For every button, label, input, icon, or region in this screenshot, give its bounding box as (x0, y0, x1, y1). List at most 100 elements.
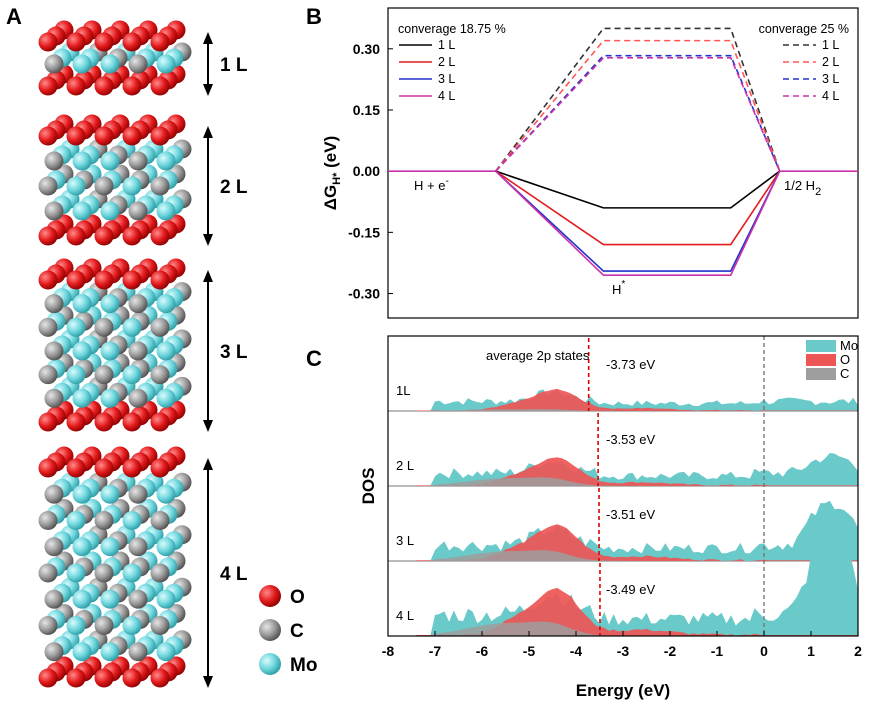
atom-c (94, 563, 114, 583)
legend-atom-label: C (290, 621, 304, 642)
arrow-head-up (203, 458, 213, 470)
atom-o (94, 76, 114, 96)
x-tick-label: -8 (382, 643, 395, 659)
atom-mo (122, 176, 142, 196)
annotation-left: H + e- (414, 176, 449, 193)
atom-o (66, 32, 86, 52)
y-tick-label: -0.30 (348, 286, 380, 302)
legend-right-label: 2 L (822, 55, 839, 69)
atom-o (66, 226, 86, 246)
x-tick-label: 2 (854, 643, 862, 659)
y-axis-label-sub: H* (331, 172, 343, 185)
panel-label-b: B (306, 4, 322, 29)
dashed-series-line (495, 54, 781, 172)
atom-mo (100, 201, 120, 221)
atom-o (150, 668, 170, 688)
atom-c (150, 511, 170, 530)
dos-area-c (416, 550, 858, 561)
dos-legend-label: C (840, 366, 849, 381)
atom-o (94, 458, 114, 478)
atom-o (66, 412, 86, 432)
layer-label: 1 L (220, 55, 248, 76)
panel-label-c: C (306, 346, 322, 371)
y-axis-label: DOS (359, 468, 378, 505)
atom-c (128, 341, 148, 361)
row-label: 3 L (396, 533, 414, 548)
atom-mo (66, 317, 86, 337)
atom-o (94, 32, 114, 52)
arrow-head-down (203, 676, 213, 688)
x-tick-label: -5 (523, 643, 536, 659)
atom-o (94, 226, 114, 246)
atom-mo (72, 642, 92, 662)
atom-o (150, 270, 170, 290)
atom-c (128, 54, 148, 74)
x-tick-label: -6 (476, 643, 489, 659)
atom-mo (156, 341, 176, 361)
dashed-series-line (495, 56, 781, 172)
layer-label: 3 L (220, 342, 248, 363)
center-value-label: -3.49 eV (606, 582, 655, 597)
atom-o (66, 458, 86, 478)
dos-legend-label: O (840, 352, 850, 367)
atom-c (150, 563, 170, 583)
atom-mo (122, 365, 142, 385)
legend-left-label: 1 L (438, 38, 455, 52)
legend-left-label: 4 L (438, 89, 455, 103)
atom-mo (156, 589, 176, 609)
atom-c (38, 365, 58, 385)
y-tick-label: -0.15 (348, 224, 380, 240)
atom-mo (122, 563, 142, 583)
atom-o (122, 412, 142, 432)
atom-o (122, 458, 142, 478)
annotation-right: 1/2 H2 (784, 178, 821, 198)
atom-mo (100, 589, 120, 609)
atom-c (38, 511, 58, 530)
atom-c (150, 365, 170, 385)
atom-mo (156, 537, 176, 557)
atom-legend: OC Mo (259, 585, 317, 676)
annotation-middle: H* (612, 279, 625, 297)
atom-o (122, 226, 142, 246)
atom-o (38, 668, 58, 688)
dos-area-c (416, 409, 858, 411)
atom-mo (72, 54, 92, 74)
atom-c (94, 616, 114, 635)
arrow-head-up (203, 32, 213, 44)
atom-mo (66, 365, 86, 385)
arrow-head-up (203, 126, 213, 138)
dos-area-o (416, 388, 858, 411)
structure-2l: 2 L (38, 114, 248, 246)
legend-right-label: 3 L (822, 72, 839, 86)
x-tick-label: -2 (664, 643, 677, 659)
dos-row-3: 3 L -3.51 eV (388, 488, 858, 562)
y-tick-label: 0.00 (353, 163, 380, 179)
arrow-head-down (203, 84, 213, 96)
atom-o (38, 458, 58, 478)
atom-o (150, 126, 170, 146)
dos-legend-swatch (806, 368, 836, 380)
atom-o (38, 76, 58, 96)
atom-mo (66, 511, 86, 530)
atom-c (44, 341, 64, 361)
atom-mo (72, 294, 92, 314)
panel-label-a: A (6, 4, 22, 29)
atom-o (150, 458, 170, 478)
dos-row-1: 1L -3.73 eV (388, 338, 858, 412)
atom-mo (72, 201, 92, 221)
annotation-middle-main: H (612, 282, 621, 297)
atom-o (38, 126, 58, 146)
solid-series-line (495, 170, 781, 209)
atom-mo (156, 201, 176, 221)
atom-mo (122, 511, 142, 530)
legend-atom-label: Mo (290, 655, 317, 676)
solid-series-line (495, 170, 781, 276)
atom-mo (122, 317, 142, 337)
atom-mo (72, 589, 92, 609)
solid-series-line (495, 170, 781, 272)
atom-c (38, 616, 58, 635)
atom-o (122, 270, 142, 290)
row-label: 4 L (396, 608, 414, 623)
legend-left-title: converage 18.75 % (398, 22, 506, 36)
atom-o (122, 32, 142, 52)
